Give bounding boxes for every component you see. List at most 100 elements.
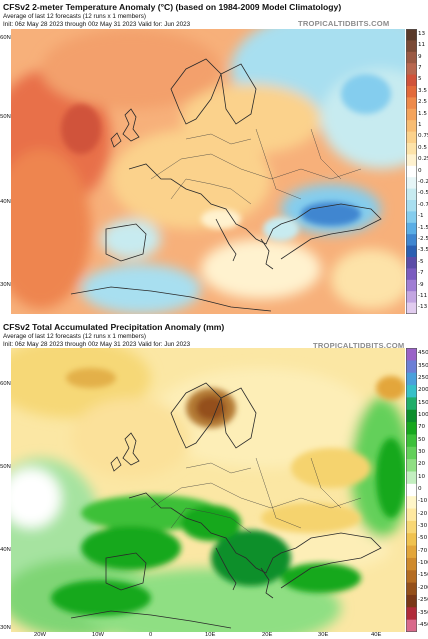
colorbar-label: -350 xyxy=(418,609,428,616)
colorbar-label: 0.25 xyxy=(418,156,428,163)
colorbar-swatch xyxy=(406,594,417,608)
colorbar-label: -20 xyxy=(418,510,428,517)
colorbar-label: 7 xyxy=(418,64,422,71)
colorbar-label: -0.5 xyxy=(418,190,428,197)
colorbar-swatch xyxy=(406,409,417,423)
colorbar-label: -13 xyxy=(418,304,428,311)
colorbar-label: -11 xyxy=(418,292,428,299)
colorbar-label: 0 xyxy=(418,486,422,492)
colorbar-swatch xyxy=(406,459,417,472)
colorbar-swatch xyxy=(406,496,417,510)
colorbar-label: 5 xyxy=(418,76,422,83)
colorbar-label: 450 xyxy=(418,350,428,357)
colorbar-swatch xyxy=(406,385,417,398)
temperature-anomaly-panel: CFSv2 2-meter Temperature Anomaly (°C) (… xyxy=(0,2,428,314)
lon-label-0: 0 xyxy=(149,632,153,638)
precipitation-colorbar xyxy=(406,348,417,632)
colorbar-swatch xyxy=(406,291,417,304)
colorbar-label: 13 xyxy=(418,30,426,37)
brand-watermark: TROPICALTIDBITS.COM xyxy=(298,19,390,28)
colorbar-swatch xyxy=(406,97,417,110)
colorbar-swatch xyxy=(406,257,417,269)
colorbar-swatch xyxy=(406,222,417,235)
colorbar-label: 100 xyxy=(418,411,428,418)
colorbar-label: -0.25 xyxy=(418,178,428,185)
colorbar-swatch xyxy=(406,582,417,596)
colorbar-swatch xyxy=(406,74,417,87)
colorbar-label: 0.75 xyxy=(418,133,428,140)
colorbar-swatch xyxy=(406,63,417,76)
colorbar-label: -70 xyxy=(418,547,428,554)
colorbar-label: 0.5 xyxy=(418,144,427,151)
colorbar-label: 9 xyxy=(418,53,422,60)
temperature-anomaly-map xyxy=(11,29,405,314)
panel-init-valid: Init: 06z May 28 2023 through 00z May 31… xyxy=(3,21,191,28)
colorbar-label: -250 xyxy=(418,597,428,604)
colorbar-label: -50 xyxy=(418,535,428,542)
colorbar-label: 11 xyxy=(418,42,426,49)
lat-label-30n: 30N xyxy=(0,282,11,288)
colorbar-label: -100 xyxy=(418,560,428,567)
lat-label-30n: 30N xyxy=(0,625,11,631)
lat-label-50n: 50N xyxy=(0,464,11,470)
colorbar-swatch xyxy=(406,40,417,53)
lon-label-20e: 20E xyxy=(262,632,273,638)
colorbar-label: -3.5 xyxy=(418,247,428,254)
colorbar-swatch xyxy=(406,234,417,247)
colorbar-swatch xyxy=(406,120,417,133)
panel-subtitle: Average of last 12 forecasts (12 runs x … xyxy=(3,13,147,20)
colorbar-label: -1 xyxy=(418,213,424,220)
colorbar-swatch xyxy=(406,348,417,361)
colorbar-swatch xyxy=(406,143,417,155)
colorbar-swatch xyxy=(406,508,417,522)
colorbar-label: 1.5 xyxy=(418,110,427,117)
colorbar-swatch xyxy=(406,108,417,121)
lat-label-60n: 60N xyxy=(0,381,11,387)
colorbar-label: 30 xyxy=(418,449,426,455)
colorbar-label: 10 xyxy=(418,473,426,480)
panel-title: CFSv2 Total Accumulated Precipitation An… xyxy=(3,322,225,332)
brand-watermark: TROPICALTIDBITS.COM xyxy=(313,341,405,350)
panel-init-valid: Init: 06z May 28 2023 through 00z May 31… xyxy=(3,341,191,348)
colorbar-swatch xyxy=(406,446,417,460)
colorbar-label: 1 xyxy=(418,121,422,128)
colorbar-swatch xyxy=(406,29,417,41)
colorbar-swatch xyxy=(406,372,417,386)
lat-label-60n: 60N xyxy=(0,35,11,41)
colorbar-label: 350 xyxy=(418,362,428,369)
colorbar-swatch xyxy=(406,245,417,258)
temperature-colorbar xyxy=(406,29,417,314)
colorbar-swatch xyxy=(406,302,417,314)
colorbar-swatch xyxy=(406,557,417,571)
colorbar-swatch xyxy=(406,211,417,224)
colorbar-swatch xyxy=(406,520,417,534)
colorbar-swatch xyxy=(406,279,417,292)
colorbar-swatch xyxy=(406,422,417,435)
colorbar-label: -150 xyxy=(418,572,428,579)
colorbar-swatch xyxy=(406,570,417,584)
lon-label-10e: 10E xyxy=(205,632,216,638)
colorbar-label: -2.5 xyxy=(418,235,428,242)
lat-label-40n: 40N xyxy=(0,199,11,205)
lon-label-40e: 40E xyxy=(371,632,382,638)
panel-title: CFSv2 2-meter Temperature Anomaly (°C) (… xyxy=(3,2,342,12)
colorbar-label: 20 xyxy=(418,461,426,468)
colorbar-swatch xyxy=(406,154,417,167)
colorbar-swatch xyxy=(406,545,417,559)
lon-label-20w: 20W xyxy=(34,632,46,638)
colorbar-swatch xyxy=(406,434,417,448)
colorbar-swatch xyxy=(406,397,417,411)
colorbar-swatch xyxy=(406,619,417,632)
colorbar-swatch xyxy=(406,200,417,212)
colorbar-label: -0.75 xyxy=(418,201,428,208)
colorbar-label: 70 xyxy=(418,424,426,431)
colorbar-label: 200 xyxy=(418,387,428,394)
lat-label-50n: 50N xyxy=(0,114,11,120)
precipitation-anomaly-panel: CFSv2 Total Accumulated Precipitation An… xyxy=(0,320,428,639)
colorbar-swatch xyxy=(406,188,417,201)
colorbar-swatch xyxy=(406,51,417,64)
colorbar-swatch xyxy=(406,360,417,374)
colorbar-swatch xyxy=(406,86,417,98)
colorbar-label: -200 xyxy=(418,584,428,591)
colorbar-label: -5 xyxy=(418,258,424,265)
